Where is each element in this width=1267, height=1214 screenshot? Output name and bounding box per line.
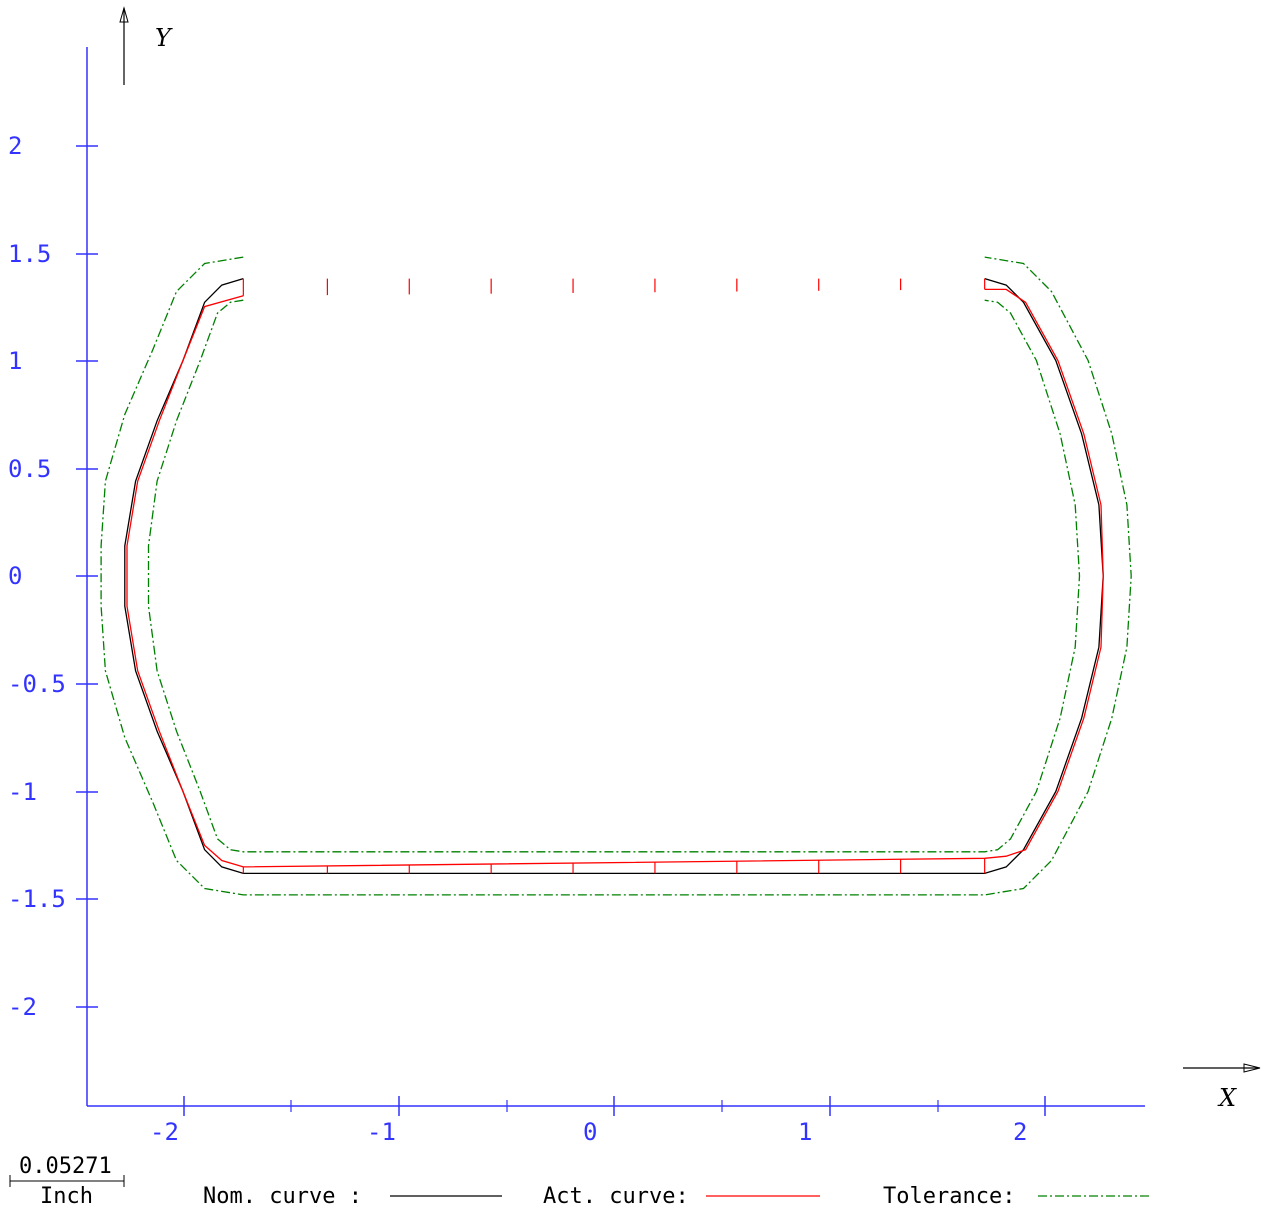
legend-nominal-label: Nom. curve : xyxy=(203,1184,362,1209)
y-tick-label: 2 xyxy=(8,132,22,160)
y-tick-label: 1 xyxy=(8,347,22,375)
series-layer xyxy=(100,256,1132,896)
y-tick-label: -1.5 xyxy=(8,885,66,913)
x-ticks xyxy=(183,1096,1046,1116)
legend-actual-label: Act. curve: xyxy=(543,1184,689,1209)
legend: Nom. curve : Act. curve: Tolerance: xyxy=(203,1184,1152,1209)
scale-bar: 0.05271 Inch xyxy=(9,1154,125,1209)
y-tick-label: -0.5 xyxy=(8,670,66,698)
y-tick-label: 0.5 xyxy=(8,455,51,483)
x-tick-label: 1 xyxy=(798,1118,812,1146)
y-tick-label: -1 xyxy=(8,778,37,806)
scale-bar-unit: Inch xyxy=(40,1184,93,1209)
x-tick-label: -1 xyxy=(367,1118,396,1146)
y-axis-label: Y xyxy=(155,24,173,52)
x-tick-label: 0 xyxy=(583,1118,597,1146)
tolerance-inner-curve xyxy=(147,299,1081,853)
x-arrow-head-icon xyxy=(1243,1063,1261,1073)
x-tick-labels: -2 -1 0 1 2 xyxy=(150,1118,1027,1146)
x-tick-label: -2 xyxy=(150,1118,179,1146)
legend-tolerance-label: Tolerance: xyxy=(883,1184,1015,1209)
y-tick-labels: 2 1.5 1 0.5 0 -0.5 -1 -1.5 -2 xyxy=(8,132,66,1021)
y-tick-label: -2 xyxy=(8,993,37,1021)
x-tick-label: 2 xyxy=(1013,1118,1027,1146)
y-ticks xyxy=(76,145,98,1008)
tolerance-outer-curve xyxy=(100,256,1132,896)
nominal-curve xyxy=(124,277,1104,875)
y-tick-label: 1.5 xyxy=(8,240,51,268)
x-axis-label: X xyxy=(1217,1084,1237,1112)
y-arrow-head-icon xyxy=(119,6,129,23)
y-tick-label: 0 xyxy=(8,562,22,590)
actual-curve xyxy=(126,288,1104,868)
scale-bar-value: 0.05271 xyxy=(19,1154,112,1179)
